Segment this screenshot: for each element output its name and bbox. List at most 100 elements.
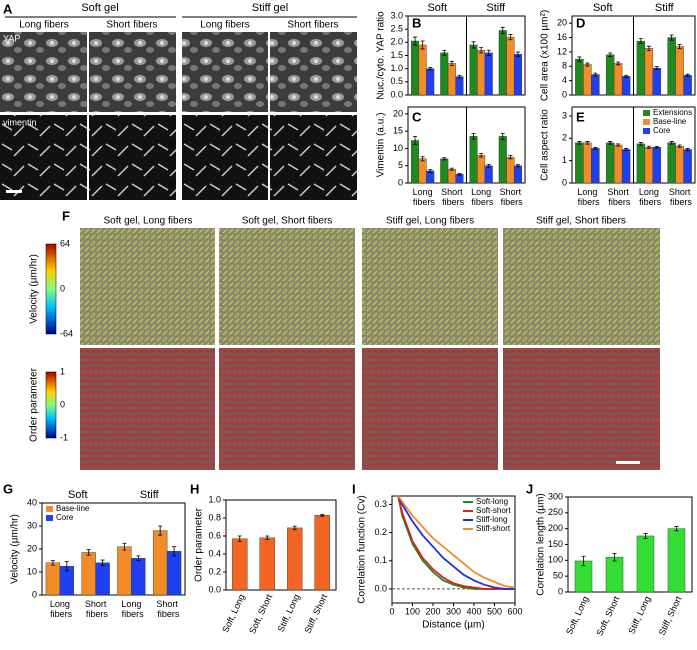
error-bar bbox=[508, 154, 513, 160]
colorbar-label: Order parameter bbox=[29, 367, 40, 442]
bar bbox=[675, 145, 684, 184]
bar bbox=[636, 40, 646, 96]
legend-swatch bbox=[643, 119, 650, 125]
error-bar bbox=[577, 141, 582, 145]
y-tick-label: 10 bbox=[393, 143, 403, 153]
bar bbox=[455, 76, 464, 96]
y-tick-label: 2.0 bbox=[390, 37, 403, 47]
legend-label: Stiff-long bbox=[476, 515, 507, 524]
legend-label: Soft-long bbox=[476, 497, 508, 506]
error-bar bbox=[674, 526, 679, 532]
error-bar bbox=[612, 552, 617, 562]
panel-label: B bbox=[412, 15, 421, 30]
error-bar bbox=[442, 157, 447, 161]
error-bar bbox=[136, 555, 141, 561]
x-tick-label: Long fibers bbox=[410, 187, 435, 207]
error-bar bbox=[585, 141, 590, 145]
panel-f: Soft gel, Long fibers Soft gel, Short fi… bbox=[29, 216, 660, 470]
y-tick-label: 0.0 bbox=[208, 584, 221, 594]
y-tick-label: 0 bbox=[562, 89, 567, 99]
image bbox=[503, 348, 660, 470]
y-tick-label: 1.0 bbox=[390, 63, 403, 73]
column-title: Short fibers bbox=[287, 20, 338, 31]
panel-label: D bbox=[576, 15, 585, 30]
error-bar bbox=[479, 153, 484, 158]
error-bar bbox=[449, 167, 454, 171]
y-axis-label: Order parameter bbox=[194, 507, 205, 582]
y-tick-label: 0 bbox=[562, 177, 567, 187]
panel-label: J bbox=[526, 481, 533, 496]
image bbox=[362, 348, 498, 470]
image bbox=[270, 115, 357, 200]
x-tick-label: Short fibers bbox=[498, 187, 523, 207]
error-bar bbox=[508, 34, 513, 41]
y-tick-label: 0.8 bbox=[208, 512, 221, 522]
error-bar bbox=[413, 135, 418, 146]
y-tick-label: 200 bbox=[548, 523, 563, 533]
y-axis-label: Correlation length (µm) bbox=[536, 493, 547, 595]
line bbox=[397, 495, 515, 590]
bar bbox=[231, 538, 248, 591]
error-bar bbox=[50, 560, 55, 566]
legend-label: Base-line bbox=[56, 504, 90, 513]
error-bar bbox=[638, 142, 643, 146]
error-bar bbox=[64, 561, 69, 572]
y-axis-label: Correlation function (Cv) bbox=[357, 495, 368, 603]
bar bbox=[644, 147, 654, 184]
colorbar-tick: 64 bbox=[60, 238, 70, 248]
y-tick-label: 0 bbox=[398, 177, 403, 187]
colorbar-tick: 0 bbox=[60, 399, 65, 409]
error-bar bbox=[624, 148, 629, 151]
x-tick-label: Long fibers bbox=[119, 599, 144, 619]
colorbar-tick: 0 bbox=[60, 283, 65, 293]
y-tick-label: 5 bbox=[398, 160, 403, 170]
bar bbox=[426, 68, 435, 96]
error-bar bbox=[265, 535, 270, 540]
x-tick-label: 400 bbox=[466, 606, 481, 616]
error-bar bbox=[577, 56, 582, 62]
legend-label: Extensions bbox=[653, 108, 692, 117]
bar bbox=[166, 551, 182, 596]
legend-swatch bbox=[643, 110, 650, 116]
group-label: Stiff bbox=[140, 489, 160, 501]
bar bbox=[506, 156, 515, 184]
legend-label: Soft-short bbox=[476, 506, 511, 515]
image bbox=[182, 32, 268, 112]
image-title: Stiff gel, Short fibers bbox=[536, 216, 626, 227]
group-label: Soft bbox=[68, 489, 88, 501]
error-bar bbox=[486, 163, 491, 168]
bar bbox=[45, 562, 61, 596]
error-bar bbox=[608, 141, 613, 145]
bar bbox=[675, 46, 684, 96]
error-bar bbox=[292, 525, 297, 531]
legend-swatch bbox=[46, 515, 53, 521]
y-tick-label: 12 bbox=[557, 46, 567, 56]
y-tick-label: 2 bbox=[562, 133, 567, 143]
line bbox=[397, 495, 516, 589]
group-label: Stiff bbox=[486, 2, 506, 14]
error-bar bbox=[515, 51, 520, 57]
error-bar bbox=[237, 535, 242, 542]
x-tick-label: Long fibers bbox=[48, 599, 73, 619]
bar bbox=[621, 149, 631, 184]
image bbox=[270, 32, 357, 112]
error-bar bbox=[685, 73, 690, 77]
bar bbox=[583, 142, 592, 184]
y-tick-label: 0 bbox=[558, 586, 563, 596]
error-bar bbox=[646, 145, 651, 149]
bar bbox=[613, 63, 623, 96]
legend-swatch bbox=[46, 506, 53, 512]
plot-frame bbox=[41, 502, 186, 596]
bar bbox=[484, 165, 493, 184]
error-bar bbox=[486, 49, 491, 56]
error-bar bbox=[457, 74, 462, 79]
y-tick-label: 40 bbox=[27, 497, 37, 507]
y-tick-label: 3 bbox=[562, 110, 567, 120]
y-tick-label: 4 bbox=[562, 75, 567, 85]
y-tick-label: 0.1 bbox=[374, 555, 387, 565]
x-axis-label: Distance (µm) bbox=[422, 620, 484, 631]
error-bar bbox=[100, 559, 105, 566]
x-tick-label: Long fibers bbox=[469, 187, 494, 207]
error-bar bbox=[585, 62, 590, 67]
x-tick-label: Soft, Short bbox=[247, 592, 274, 635]
